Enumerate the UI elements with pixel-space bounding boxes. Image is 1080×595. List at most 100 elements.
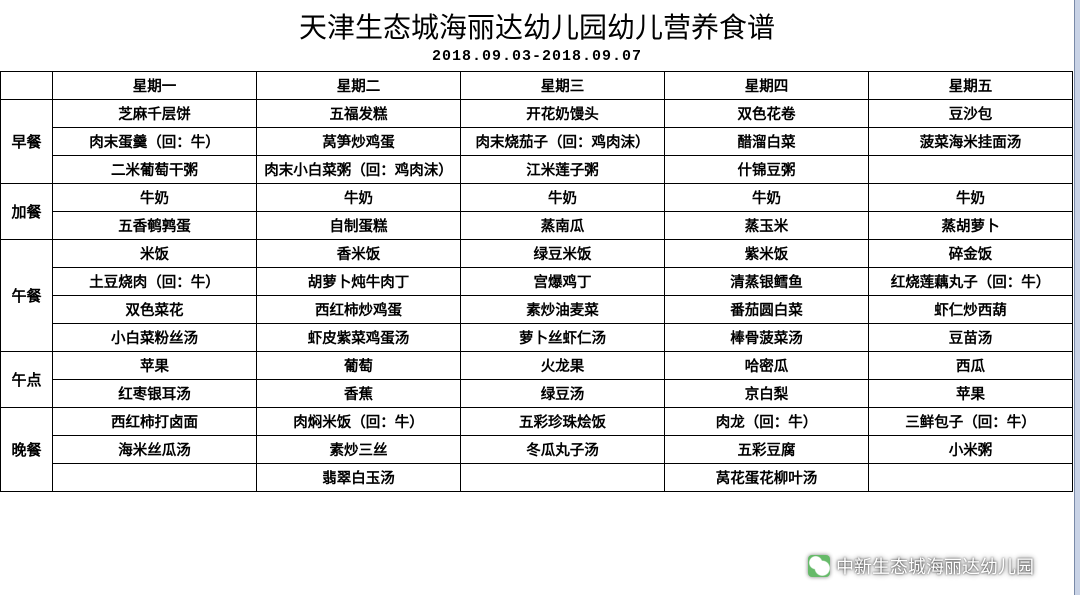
menu-cell: 土豆烧肉（回：牛） [53, 268, 257, 296]
menu-cell: 小白菜粉丝汤 [53, 324, 257, 352]
header-row: 星期一 星期二 星期三 星期四 星期五 [1, 72, 1073, 100]
table-row: 土豆烧肉（回：牛）胡萝卜炖牛肉丁宫爆鸡丁清蒸银鳕鱼红烧莲藕丸子（回：牛） [1, 268, 1073, 296]
menu-cell: 苹果 [869, 380, 1073, 408]
menu-cell: 小米粥 [869, 436, 1073, 464]
menu-cell: 香蕉 [257, 380, 461, 408]
menu-cell: 清蒸银鳕鱼 [665, 268, 869, 296]
menu-cell: 绿豆汤 [461, 380, 665, 408]
menu-cell: 肉末蛋羹（回：牛） [53, 128, 257, 156]
menu-cell: 双色花卷 [665, 100, 869, 128]
menu-cell: 西红柿炒鸡蛋 [257, 296, 461, 324]
menu-cell: 海米丝瓜汤 [53, 436, 257, 464]
menu-cell: 五福发糕 [257, 100, 461, 128]
menu-cell: 虾皮紫菜鸡蛋汤 [257, 324, 461, 352]
menu-cell [869, 156, 1073, 184]
section-label: 加餐 [1, 184, 53, 240]
wechat-icon [808, 555, 830, 577]
menu-cell: 双色菜花 [53, 296, 257, 324]
date-range: 2018.09.03-2018.09.07 [0, 48, 1074, 71]
menu-cell: 牛奶 [869, 184, 1073, 212]
table-row: 五香鹌鹑蛋自制蛋糕蒸南瓜蒸玉米蒸胡萝卜 [1, 212, 1073, 240]
menu-cell: 红烧莲藕丸子（回：牛） [869, 268, 1073, 296]
menu-cell: 香米饭 [257, 240, 461, 268]
menu-cell: 胡萝卜炖牛肉丁 [257, 268, 461, 296]
table-row: 红枣银耳汤香蕉绿豆汤京白梨苹果 [1, 380, 1073, 408]
col-thu: 星期四 [665, 72, 869, 100]
menu-cell: 棒骨菠菜汤 [665, 324, 869, 352]
menu-cell: 什锦豆粥 [665, 156, 869, 184]
col-mon: 星期一 [53, 72, 257, 100]
menu-cell: 萝卜丝虾仁汤 [461, 324, 665, 352]
menu-cell: 哈密瓜 [665, 352, 869, 380]
menu-cell: 莴笋炒鸡蛋 [257, 128, 461, 156]
table-row: 午餐米饭香米饭绿豆米饭紫米饭碎金饭 [1, 240, 1073, 268]
menu-cell: 豆沙包 [869, 100, 1073, 128]
menu-cell: 醋溜白菜 [665, 128, 869, 156]
menu-cell: 肉焖米饭（回：牛） [257, 408, 461, 436]
menu-cell: 西瓜 [869, 352, 1073, 380]
menu-cell: 五彩珍珠烩饭 [461, 408, 665, 436]
menu-cell: 苹果 [53, 352, 257, 380]
menu-cell [461, 464, 665, 492]
menu-cell: 火龙果 [461, 352, 665, 380]
menu-cell: 三鲜包子（回：牛） [869, 408, 1073, 436]
menu-cell: 红枣银耳汤 [53, 380, 257, 408]
col-fri: 星期五 [869, 72, 1073, 100]
menu-cell: 葡萄 [257, 352, 461, 380]
menu-cell: 蒸玉米 [665, 212, 869, 240]
table-row: 晚餐西红柿打卤面肉焖米饭（回：牛）五彩珍珠烩饭肉龙（回：牛）三鲜包子（回：牛） [1, 408, 1073, 436]
menu-cell: 翡翠白玉汤 [257, 464, 461, 492]
watermark-text: 中新生态城海丽达幼儿园 [836, 553, 1034, 579]
menu-cell: 宫爆鸡丁 [461, 268, 665, 296]
menu-cell: 米饭 [53, 240, 257, 268]
menu-cell [53, 464, 257, 492]
table-row: 二米葡萄干粥肉末小白菜粥（回：鸡肉沫）江米莲子粥什锦豆粥 [1, 156, 1073, 184]
menu-cell: 肉末烧茄子（回：鸡肉沫） [461, 128, 665, 156]
menu-cell: 紫米饭 [665, 240, 869, 268]
table-row: 小白菜粉丝汤虾皮紫菜鸡蛋汤萝卜丝虾仁汤棒骨菠菜汤豆苗汤 [1, 324, 1073, 352]
menu-cell: 肉末小白菜粥（回：鸡肉沫） [257, 156, 461, 184]
table-row: 加餐牛奶牛奶牛奶牛奶牛奶 [1, 184, 1073, 212]
menu-cell: 牛奶 [461, 184, 665, 212]
menu-cell: 牛奶 [53, 184, 257, 212]
menu-cell: 番茄圆白菜 [665, 296, 869, 324]
corner-cell [1, 72, 53, 100]
menu-cell: 开花奶馒头 [461, 100, 665, 128]
menu-cell: 肉龙（回：牛） [665, 408, 869, 436]
menu-cell: 素炒油麦菜 [461, 296, 665, 324]
menu-cell: 五彩豆腐 [665, 436, 869, 464]
col-wed: 星期三 [461, 72, 665, 100]
menu-cell: 牛奶 [257, 184, 461, 212]
table-row: 海米丝瓜汤素炒三丝冬瓜丸子汤五彩豆腐小米粥 [1, 436, 1073, 464]
menu-cell: 二米葡萄干粥 [53, 156, 257, 184]
page-title: 天津生态城海丽达幼儿园幼儿营养食谱 [0, 0, 1074, 48]
table-row: 翡翠白玉汤 莴花蛋花柳叶汤 [1, 464, 1073, 492]
menu-sheet: 天津生态城海丽达幼儿园幼儿营养食谱 2018.09.03-2018.09.07 … [0, 0, 1074, 595]
watermark: 中新生态城海丽达幼儿园 [808, 553, 1034, 579]
section-label: 晚餐 [1, 408, 53, 492]
menu-cell: 虾仁炒西葫 [869, 296, 1073, 324]
menu-cell: 江米莲子粥 [461, 156, 665, 184]
scroll-strip [1074, 0, 1080, 595]
table-row: 早餐芝麻千层饼五福发糕开花奶馒头双色花卷豆沙包 [1, 100, 1073, 128]
menu-cell: 蒸胡萝卜 [869, 212, 1073, 240]
menu-cell [869, 464, 1073, 492]
menu-cell: 绿豆米饭 [461, 240, 665, 268]
menu-cell: 素炒三丝 [257, 436, 461, 464]
section-label: 午餐 [1, 240, 53, 352]
section-label: 午点 [1, 352, 53, 408]
table-row: 双色菜花西红柿炒鸡蛋素炒油麦菜番茄圆白菜虾仁炒西葫 [1, 296, 1073, 324]
menu-cell: 菠菜海米挂面汤 [869, 128, 1073, 156]
menu-cell: 碎金饭 [869, 240, 1073, 268]
table-row: 肉末蛋羹（回：牛）莴笋炒鸡蛋肉末烧茄子（回：鸡肉沫）醋溜白菜菠菜海米挂面汤 [1, 128, 1073, 156]
menu-cell: 五香鹌鹑蛋 [53, 212, 257, 240]
section-label: 早餐 [1, 100, 53, 184]
menu-cell: 京白梨 [665, 380, 869, 408]
menu-cell: 莴花蛋花柳叶汤 [665, 464, 869, 492]
menu-cell: 牛奶 [665, 184, 869, 212]
menu-cell: 蒸南瓜 [461, 212, 665, 240]
table-body: 早餐芝麻千层饼五福发糕开花奶馒头双色花卷豆沙包肉末蛋羹（回：牛）莴笋炒鸡蛋肉末烧… [1, 100, 1073, 492]
menu-cell: 豆苗汤 [869, 324, 1073, 352]
menu-cell: 冬瓜丸子汤 [461, 436, 665, 464]
menu-cell: 自制蛋糕 [257, 212, 461, 240]
